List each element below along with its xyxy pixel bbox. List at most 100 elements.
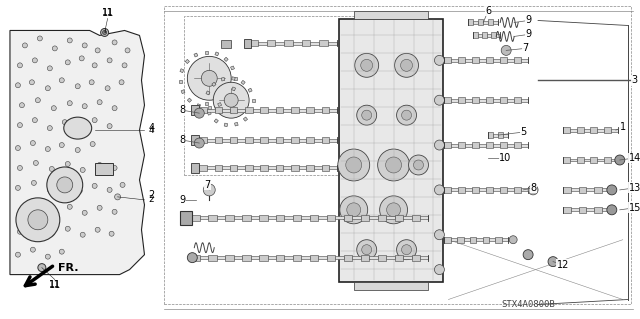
Bar (479, 99, 486, 102)
Circle shape (523, 250, 533, 260)
Text: 10: 10 (499, 153, 511, 163)
Circle shape (356, 240, 377, 260)
Bar (458, 57, 465, 63)
Bar (237, 167, 245, 169)
Bar (500, 57, 507, 63)
Bar (299, 138, 306, 142)
Bar (191, 135, 199, 145)
Bar (577, 157, 584, 163)
Bar (412, 215, 420, 221)
Circle shape (33, 118, 37, 122)
Bar (451, 144, 458, 146)
Circle shape (224, 93, 238, 107)
Bar (230, 137, 237, 143)
Circle shape (548, 257, 558, 267)
Text: 5: 5 (520, 127, 526, 137)
Bar (329, 167, 337, 169)
Bar (489, 238, 495, 241)
Bar (486, 187, 493, 193)
Bar (207, 111, 211, 115)
Circle shape (35, 202, 40, 207)
Bar (590, 127, 597, 133)
Bar (314, 167, 321, 169)
Bar (493, 189, 500, 191)
Bar (594, 207, 602, 213)
Bar (479, 189, 486, 191)
Circle shape (607, 185, 617, 195)
Bar (495, 237, 502, 243)
Bar (514, 187, 521, 193)
Circle shape (67, 38, 72, 43)
Circle shape (67, 101, 72, 106)
Circle shape (119, 80, 124, 85)
Bar (470, 237, 476, 243)
Bar (306, 165, 314, 171)
Text: 9: 9 (525, 29, 531, 40)
Bar (472, 142, 479, 148)
Bar (361, 255, 369, 261)
Bar (451, 189, 458, 191)
Bar (268, 109, 276, 112)
Text: 7: 7 (522, 43, 528, 53)
Bar (221, 78, 225, 81)
Bar (214, 107, 222, 113)
Circle shape (92, 183, 97, 189)
Text: 13: 13 (628, 183, 640, 193)
Bar (217, 256, 225, 259)
Text: 12: 12 (557, 260, 569, 270)
Bar (310, 42, 319, 45)
Bar (250, 108, 253, 113)
Bar (234, 216, 242, 219)
Circle shape (65, 161, 70, 167)
Bar (230, 107, 237, 113)
Bar (521, 99, 528, 102)
Bar (285, 216, 293, 219)
Circle shape (92, 118, 97, 122)
Circle shape (82, 210, 87, 215)
Bar (241, 80, 245, 85)
Circle shape (30, 247, 35, 252)
Bar (245, 137, 253, 143)
Circle shape (15, 83, 20, 88)
Bar (478, 34, 483, 37)
Bar (571, 189, 579, 191)
Polygon shape (10, 30, 145, 275)
Bar (597, 129, 604, 132)
Circle shape (112, 40, 117, 45)
Bar (310, 215, 318, 221)
Bar (207, 167, 214, 169)
Bar (199, 165, 207, 171)
Circle shape (120, 182, 125, 187)
Bar (226, 96, 230, 100)
Bar (500, 142, 507, 148)
Bar (352, 256, 361, 259)
Circle shape (408, 155, 428, 175)
Bar (299, 167, 306, 169)
Circle shape (80, 232, 85, 237)
Circle shape (51, 106, 56, 111)
Circle shape (435, 185, 444, 195)
Circle shape (107, 187, 112, 192)
Circle shape (45, 146, 51, 152)
Bar (318, 216, 327, 219)
Bar (284, 167, 291, 169)
Bar (478, 19, 483, 26)
Circle shape (97, 162, 102, 167)
Text: 7: 7 (204, 180, 211, 190)
Bar (354, 11, 428, 19)
Bar (225, 255, 234, 261)
Bar (208, 106, 211, 109)
Bar (95, 163, 113, 175)
Bar (252, 99, 255, 102)
Bar (253, 138, 260, 142)
Circle shape (528, 185, 538, 195)
Circle shape (62, 120, 67, 125)
Text: 2: 2 (148, 190, 155, 200)
Circle shape (51, 209, 56, 214)
Bar (514, 97, 521, 103)
Bar (214, 137, 222, 143)
Circle shape (204, 184, 215, 196)
Circle shape (37, 36, 42, 41)
Bar (597, 159, 604, 161)
Circle shape (107, 124, 112, 129)
